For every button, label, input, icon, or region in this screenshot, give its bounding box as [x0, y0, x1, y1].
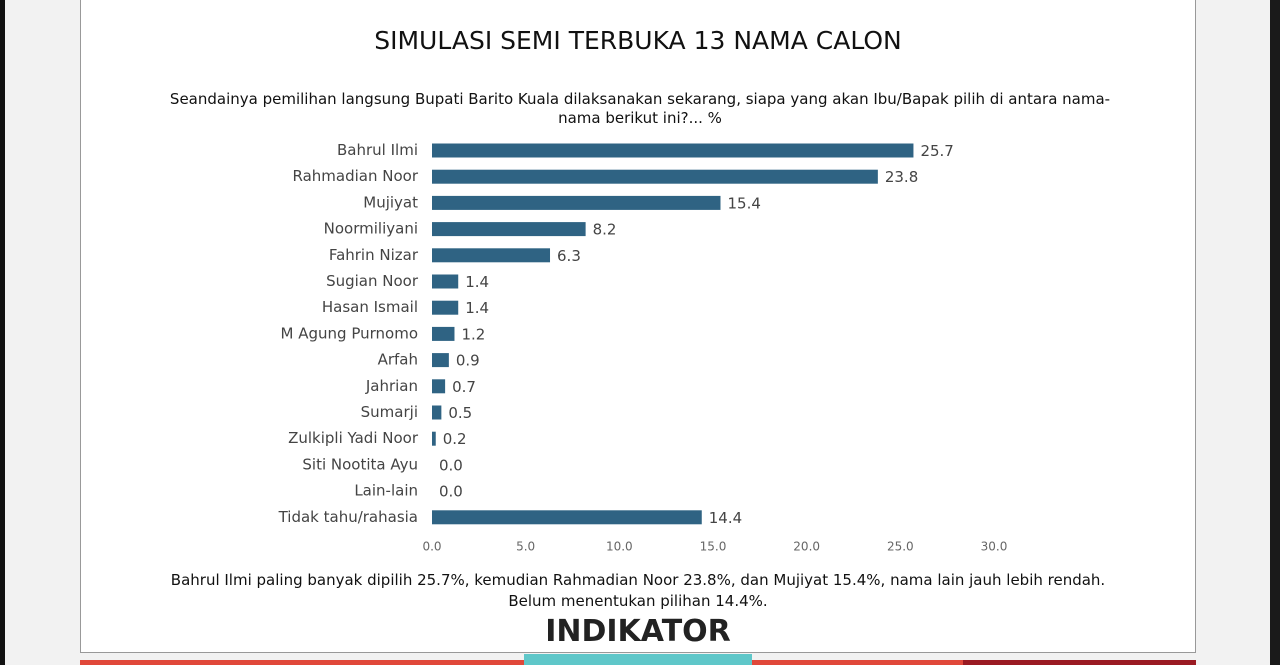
bar	[432, 169, 878, 184]
x-tick-label: 25.0	[887, 540, 914, 554]
slide	[80, 0, 1196, 653]
footer-band	[963, 660, 1196, 665]
bar	[432, 326, 455, 341]
y-tick-label: Noormiliyani	[324, 220, 418, 238]
bar	[432, 405, 442, 420]
y-tick-label: Arfah	[378, 351, 418, 369]
data-label: 0.7	[452, 378, 476, 396]
y-tick-label: Lain-lain	[354, 482, 418, 500]
bar	[432, 510, 702, 525]
x-tick-label: 5.0	[516, 540, 535, 554]
bar	[432, 274, 459, 289]
data-label: 8.2	[593, 221, 617, 239]
bar	[432, 353, 449, 368]
edge	[1270, 0, 1280, 665]
y-tick-label: Mujiyat	[363, 193, 418, 211]
bar	[432, 143, 914, 158]
data-label: 6.3	[557, 247, 581, 265]
logo: INDIKATOR	[545, 614, 731, 649]
data-label: 23.8	[885, 168, 918, 186]
y-tick-label: Jahrian	[365, 377, 418, 395]
bar	[432, 222, 586, 237]
chart-title: SIMULASI SEMI TERBUKA 13 NAMA CALON	[374, 26, 902, 55]
data-label: 14.4	[709, 509, 742, 527]
x-tick-label: 15.0	[700, 540, 727, 554]
bar	[432, 300, 459, 315]
x-tick-label: 20.0	[793, 540, 820, 554]
data-label: 1.4	[465, 299, 489, 317]
bar	[432, 431, 436, 446]
footer-band	[524, 654, 752, 665]
data-label: 25.7	[920, 142, 953, 160]
y-tick-label: Bahrul Ilmi	[337, 141, 418, 159]
x-tick-label: 0.0	[422, 540, 441, 554]
y-tick-label: Rahmadian Noor	[293, 167, 419, 185]
y-tick-label: M Agung Purnomo	[281, 324, 418, 342]
data-label: 0.5	[448, 404, 472, 422]
y-tick-label: Hasan Ismail	[322, 298, 418, 316]
data-label: 1.4	[465, 273, 489, 291]
x-tick-label: 10.0	[606, 540, 633, 554]
chart-subtitle: Seandainya pemilihan langsung Bupati Bar…	[169, 90, 1111, 127]
edge	[0, 0, 5, 665]
y-tick-label: Sumarji	[361, 403, 418, 421]
bar	[432, 248, 551, 263]
bar	[432, 195, 721, 210]
data-label: 0.0	[439, 483, 463, 501]
x-tick-label: 30.0	[981, 540, 1008, 554]
data-label: 0.9	[456, 352, 480, 370]
bar	[432, 379, 446, 394]
note: Belum menentukan pilihan 14.4%.	[508, 592, 768, 610]
note: Bahrul Ilmi paling banyak dipilih 25.7%,…	[170, 571, 1106, 589]
y-tick-label: Zulkipli Yadi Noor	[288, 429, 419, 447]
y-tick-label: Tidak tahu/rahasia	[278, 508, 418, 526]
y-tick-label: Fahrin Nizar	[329, 246, 419, 264]
y-tick-label: Sugian Noor	[326, 272, 419, 290]
y-tick-label: Siti Nootita Ayu	[302, 455, 418, 473]
data-label: 0.2	[443, 430, 467, 448]
data-label: 0.0	[439, 456, 463, 474]
data-label: 1.2	[461, 325, 485, 343]
data-label: 15.4	[727, 194, 760, 212]
